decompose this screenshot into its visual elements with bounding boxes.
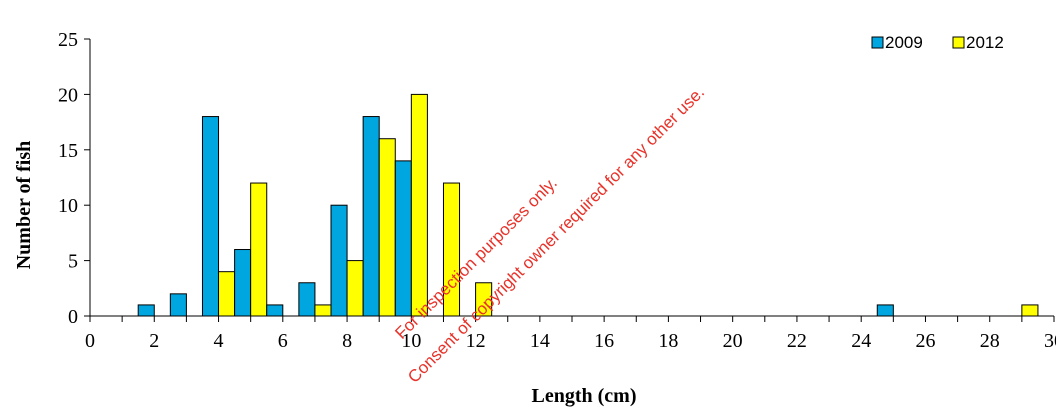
x-tick-label: 30 [1044,330,1056,352]
bar-2012 [346,260,364,317]
legend-swatch-2012 [952,36,965,49]
x-tick-label: 24 [851,330,871,352]
bar-2012 [410,93,428,317]
x-tick-label: 26 [915,330,935,352]
bar-2009 [169,293,187,317]
x-tick-label: 12 [466,330,486,352]
bar-2009 [298,282,316,317]
x-tick-label: 10 [401,330,421,352]
bar-2009 [137,304,155,317]
x-tick-label: 16 [594,330,614,352]
bar-2009 [394,160,412,317]
x-axis-ticks: 024681012141618202224262830 [85,316,1056,352]
bar-2009 [362,116,380,317]
legend-label-2012: 2012 [966,33,1004,52]
bar-2009 [876,304,894,317]
x-tick-label: 2 [149,330,159,352]
bar-2012 [250,182,268,317]
bar-2009 [330,204,348,317]
x-tick-label: 22 [787,330,807,352]
y-tick-label: 25 [58,29,78,51]
x-tick-label: 18 [658,330,678,352]
bar-2009 [201,116,220,317]
x-axis-title: Length (cm) [532,385,637,407]
x-tick-label: 0 [85,330,95,352]
y-tick-label: 20 [58,84,78,106]
x-tick-label: 14 [530,330,550,352]
x-tick-label: 8 [342,330,352,352]
legend-label-2009: 2009 [885,33,923,52]
y-axis-ticks: 0 5 10 15 20 25 [58,29,90,328]
bar-2012 [314,304,332,317]
bar-2009 [266,304,284,317]
bar-2009 [234,249,252,317]
legend-swatch-2009 [871,36,884,49]
x-tick-label: 6 [278,330,288,352]
legend: 2009 2012 [871,33,1004,52]
y-tick-label: 15 [58,140,78,162]
x-tick-label: 4 [214,330,224,352]
bar-2012 [218,271,236,317]
bar-2012 [378,138,396,317]
y-tick-label: 5 [68,251,78,273]
x-tick-label: 28 [980,330,1000,352]
y-tick-label: 10 [58,195,78,217]
bar-2012 [1021,304,1039,317]
bars [137,93,1039,317]
x-tick-label: 20 [723,330,743,352]
y-axis-title: Number of fish [13,141,35,270]
y-tick-label: 0 [68,306,78,328]
